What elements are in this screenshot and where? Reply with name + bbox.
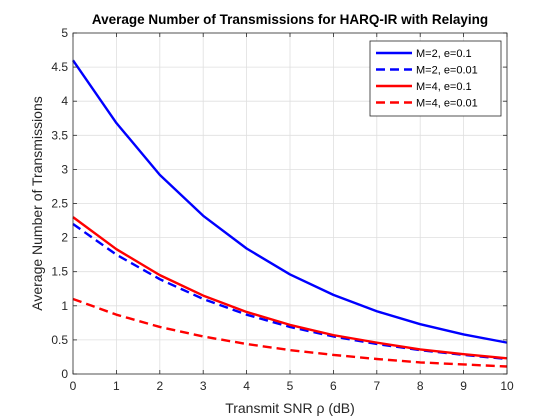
x-tick-label: 1 xyxy=(113,379,120,393)
x-tick-label: 10 xyxy=(500,379,514,393)
series-line-4 xyxy=(72,297,508,368)
y-tick-label: 0 xyxy=(61,367,68,381)
y-tick-label: 5 xyxy=(61,26,68,40)
y-tick-label: 4 xyxy=(61,94,68,108)
series-line-2 xyxy=(72,222,508,361)
legend-label-1: M=2, e=0.1 xyxy=(416,48,472,60)
x-tick-label: 5 xyxy=(287,379,294,393)
axis-ticks: 0 1 2 3 4 5 6 7 8 9 10 0 0.5 1 1.5 2 2.5 3 3.5 4 4.5 5 xyxy=(51,26,514,393)
x-tick-label: 9 xyxy=(460,379,467,393)
y-tick-label: 0.5 xyxy=(51,333,68,347)
x-tick-label: 7 xyxy=(373,379,380,393)
x-tick-label: 6 xyxy=(330,379,337,393)
y-tick-label: 1 xyxy=(61,299,68,313)
x-tick-label: 4 xyxy=(243,379,250,393)
legend-label-3: M=4, e=0.1 xyxy=(416,81,472,93)
series-line-3 xyxy=(72,216,508,360)
y-tick-label: 2.5 xyxy=(51,197,68,211)
x-tick-label: 3 xyxy=(200,379,207,393)
data-series xyxy=(72,59,508,368)
y-tick-label: 3.5 xyxy=(51,128,68,142)
chart-title: Average Number of Transmissions for HARQ… xyxy=(92,12,488,27)
y-tick-label: 2 xyxy=(61,231,68,245)
legend-label-2: M=2, e=0.01 xyxy=(416,65,478,77)
legend: M=2, e=0.1 M=2, e=0.01 M=4, e=0.1 M=4, e=0.… xyxy=(369,40,502,117)
y-axis-label: Average Number of Transmissions xyxy=(29,96,45,311)
y-tick-label: 1.5 xyxy=(51,265,68,279)
x-axis-label: Transmit SNR ρ (dB) xyxy=(225,400,355,416)
x-tick-label: 2 xyxy=(156,379,163,393)
legend-label-4: M=4, e=0.01 xyxy=(416,98,478,110)
series-line-1 xyxy=(72,59,508,344)
y-tick-label: 3 xyxy=(61,162,68,176)
x-tick-label: 0 xyxy=(70,379,77,393)
x-tick-label: 8 xyxy=(417,379,424,393)
y-tick-label: 4.5 xyxy=(51,60,68,74)
